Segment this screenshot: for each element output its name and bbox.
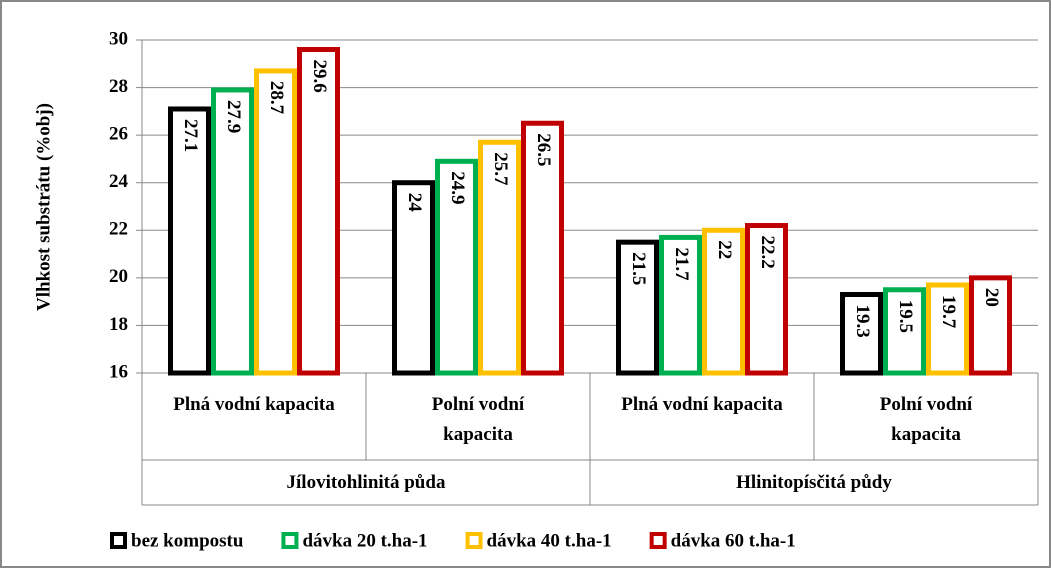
bar bbox=[392, 180, 435, 376]
x-tick-label-box: Polní vodní kapacita bbox=[879, 394, 973, 445]
y-axis-label: Vlhkost substrátu (%obj) bbox=[33, 103, 54, 311]
bar bbox=[478, 139, 521, 376]
data-label: 21.5 bbox=[628, 252, 649, 285]
bar bbox=[883, 287, 926, 376]
bar bbox=[168, 106, 211, 376]
x-tick-label: Polní vodní kapacita bbox=[431, 394, 525, 445]
y-tick-label: 18 bbox=[109, 314, 128, 335]
x-tick-label: Polní vodní kapacita bbox=[879, 394, 973, 445]
y-tick-label: 22 bbox=[109, 219, 128, 240]
bar bbox=[297, 47, 340, 376]
bar bbox=[969, 275, 1012, 376]
y-tick-label: 20 bbox=[109, 266, 128, 287]
bar bbox=[926, 282, 969, 376]
legend-label: dávka 60 t.ha-1 bbox=[671, 530, 796, 551]
group-label: Hlinitopísčitá půdy bbox=[736, 472, 892, 493]
bar bbox=[254, 68, 297, 376]
y-tick-label: 16 bbox=[109, 361, 128, 382]
bar bbox=[659, 234, 702, 376]
data-label: 25.7 bbox=[490, 152, 511, 186]
x-tick-label: Plná vodní kapacita bbox=[621, 394, 783, 415]
bar bbox=[616, 239, 659, 376]
legend-swatch bbox=[281, 532, 299, 549]
group-label-box: Jílovitohlinitá půda bbox=[286, 472, 446, 493]
y-tick-label: 26 bbox=[109, 124, 128, 145]
data-label: 19.7 bbox=[938, 295, 959, 329]
group-label-box: Hlinitopísčitá půdy bbox=[736, 472, 892, 493]
data-label: 20 bbox=[981, 288, 1002, 307]
legend-swatch bbox=[465, 532, 483, 549]
bar bbox=[435, 158, 478, 376]
data-label: 19.5 bbox=[895, 300, 916, 333]
data-label: 24.9 bbox=[447, 171, 468, 204]
bar bbox=[840, 292, 883, 376]
legend-label: bez kompostu bbox=[131, 530, 244, 551]
x-tick-label-box: Polní vodní kapacita bbox=[431, 394, 525, 445]
data-label: 26.5 bbox=[533, 133, 554, 166]
legend-swatch bbox=[649, 532, 667, 549]
data-label: 27.1 bbox=[180, 119, 201, 152]
y-tick-label: 24 bbox=[109, 171, 129, 192]
y-tick-label: 30 bbox=[109, 28, 128, 49]
legend-swatch bbox=[110, 532, 127, 549]
data-label: 21.7 bbox=[671, 247, 692, 281]
group-label: Jílovitohlinitá půda bbox=[286, 472, 446, 493]
legend-label: dávka 20 t.ha-1 bbox=[302, 530, 427, 551]
bar bbox=[211, 87, 254, 376]
y-tick-label: 28 bbox=[109, 76, 128, 97]
bar bbox=[745, 223, 788, 376]
data-label: 22.2 bbox=[757, 236, 778, 269]
legend-label: dávka 40 t.ha-1 bbox=[487, 530, 612, 551]
data-label: 28.7 bbox=[266, 81, 287, 115]
bar bbox=[702, 227, 745, 376]
x-tick-label-box: Plná vodní kapacita bbox=[621, 394, 783, 415]
data-label: 19.3 bbox=[852, 305, 873, 338]
x-tick-label-box: Plná vodní kapacita bbox=[173, 394, 335, 415]
data-label: 29.6 bbox=[309, 60, 330, 93]
data-label: 24 bbox=[404, 193, 425, 213]
bar bbox=[521, 120, 564, 376]
data-label: 22 bbox=[714, 240, 735, 259]
x-tick-label: Plná vodní kapacita bbox=[173, 394, 335, 415]
data-label: 27.9 bbox=[223, 100, 244, 133]
